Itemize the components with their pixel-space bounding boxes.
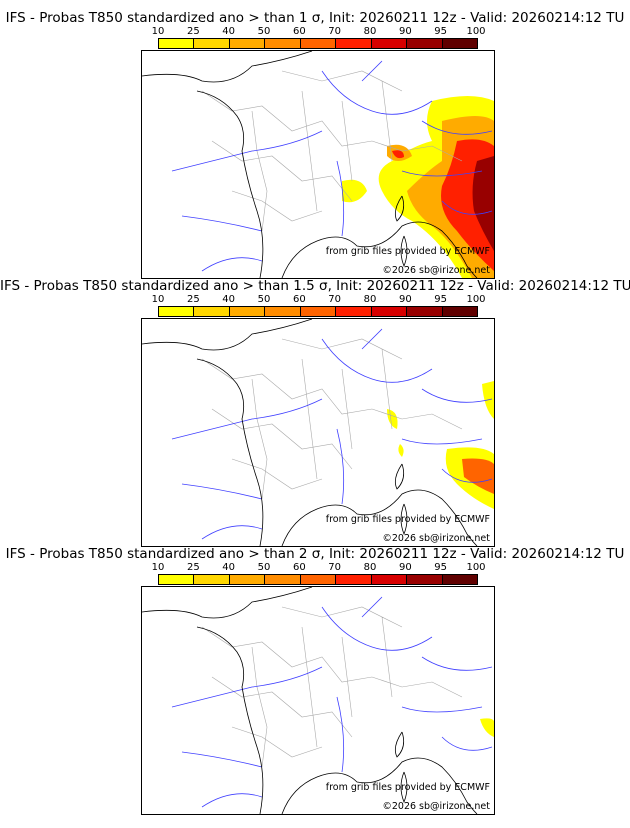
region-borders	[201, 70, 463, 232]
colorbar-tick-label: 50	[257, 562, 271, 573]
probability-areas	[387, 381, 494, 509]
colorbar-segment	[300, 39, 337, 48]
probability-areas	[342, 96, 494, 278]
colorbar-tick-label: 95	[434, 294, 448, 305]
data-source-credit: from grib files provided by ECMWF	[325, 246, 490, 257]
map-drawing	[142, 319, 494, 546]
coastlines	[142, 587, 478, 814]
colorbar-segment	[407, 307, 443, 316]
panel-title: IFS - Probas T850 standardized ano > tha…	[5, 546, 625, 562]
colorbar-tick-label: 40	[222, 294, 236, 305]
colorbar-segment	[265, 39, 301, 48]
probability-map: from grib files provided by ECMWF ©2026 …	[141, 50, 495, 279]
colorbar-segment	[371, 307, 408, 316]
colorbar-segment	[194, 307, 230, 316]
colorbar-tick-label: 90	[398, 562, 412, 573]
colorbar-tick-label: 60	[292, 294, 306, 305]
forecast-panel-1: IFS - Probas T850 standardized ano > tha…	[0, 0, 630, 279]
coastlines	[142, 319, 478, 546]
colorbar-tick-label: 100	[466, 294, 486, 305]
colorbar-tick-label: 80	[363, 26, 377, 37]
colorbar-tick-label: 40	[222, 26, 236, 37]
colorbar	[158, 38, 478, 49]
probability-area	[480, 718, 494, 737]
copyright-credit: ©2026 sb@irizone.net	[382, 801, 490, 812]
colorbar-segment	[229, 307, 266, 316]
colorbar-segment	[194, 39, 230, 48]
forecast-panel-2: IFS - Probas T850 standardized ano > tha…	[0, 268, 630, 547]
colorbar-ticks: 10 25 40 50 60 70 80 90 95 100	[152, 562, 486, 574]
rivers	[171, 328, 493, 540]
colorbar-segment	[407, 39, 443, 48]
colorbar-segment	[300, 575, 337, 584]
colorbar-tick-label: 70	[328, 26, 342, 37]
colorbar-tick-label: 90	[398, 26, 412, 37]
colorbar-tick-label: 95	[434, 562, 448, 573]
colorbar-tick-label: 50	[257, 294, 271, 305]
coastlines	[142, 51, 478, 278]
probability-map: from grib files provided by ECMWF ©2026 …	[141, 318, 495, 547]
colorbar-segment	[407, 575, 443, 584]
colorbar-tick-label: 90	[398, 294, 412, 305]
rivers	[171, 596, 493, 808]
colorbar-segment	[442, 575, 477, 584]
probability-area	[462, 458, 494, 494]
colorbar-segment	[159, 39, 195, 48]
colorbar-tick-label: 95	[434, 26, 448, 37]
colorbar-tick-label: 60	[292, 26, 306, 37]
colorbar-tick-label: 60	[292, 562, 306, 573]
colorbar-tick-label: 80	[363, 294, 377, 305]
probability-area	[387, 381, 494, 509]
colorbar-tick-label: 50	[257, 26, 271, 37]
colorbar-tick-label: 10	[151, 294, 165, 305]
rivers	[171, 60, 493, 272]
forecast-panel-3: IFS - Probas T850 standardized ano > tha…	[0, 536, 630, 815]
colorbar-tick-label: 25	[186, 294, 200, 305]
colorbar-segment	[229, 575, 266, 584]
colorbar-tick-label: 40	[222, 562, 236, 573]
copyright-credit: ©2026 sb@irizone.net	[382, 533, 490, 544]
colorbar-tick-label: 10	[151, 562, 165, 573]
colorbar-segment	[442, 39, 477, 48]
probability-area	[472, 156, 494, 251]
colorbar-segment	[336, 575, 372, 584]
probability-map: from grib files provided by ECMWF ©2026 …	[141, 586, 495, 815]
region-borders	[201, 606, 463, 768]
colorbar-segment	[336, 39, 372, 48]
colorbar-tick-label: 80	[363, 562, 377, 573]
colorbar-segment	[371, 575, 408, 584]
colorbar-segment	[442, 307, 477, 316]
colorbar-segment	[336, 307, 372, 316]
data-source-credit: from grib files provided by ECMWF	[325, 514, 490, 525]
colorbar-segment	[229, 39, 266, 48]
colorbar-segment	[159, 307, 195, 316]
colorbar-tick-label: 100	[466, 26, 486, 37]
colorbar-tick-label: 25	[186, 562, 200, 573]
colorbar	[158, 574, 478, 585]
colorbar-segment	[265, 307, 301, 316]
colorbar-segment	[194, 575, 230, 584]
panel-title: IFS - Probas T850 standardized ano > tha…	[5, 10, 625, 26]
map-drawing	[142, 51, 494, 278]
colorbar-segment	[300, 307, 337, 316]
colorbar	[158, 306, 478, 317]
probability-areas	[480, 718, 494, 737]
map-drawing	[142, 587, 494, 814]
colorbar-ticks: 10 25 40 50 60 70 80 90 95 100	[152, 26, 486, 38]
colorbar-segment	[265, 575, 301, 584]
copyright-credit: ©2026 sb@irizone.net	[382, 265, 490, 276]
colorbar-tick-label: 70	[328, 562, 342, 573]
panel-title: IFS - Probas T850 standardized ano > tha…	[0, 278, 630, 294]
colorbar-tick-label: 70	[328, 294, 342, 305]
colorbar-tick-label: 100	[466, 562, 486, 573]
region-borders	[201, 338, 463, 500]
colorbar-tick-label: 25	[186, 26, 200, 37]
probability-area	[392, 139, 494, 271]
colorbar-segment	[371, 39, 408, 48]
colorbar-tick-label: 10	[151, 26, 165, 37]
data-source-credit: from grib files provided by ECMWF	[325, 782, 490, 793]
colorbar-segment	[159, 575, 195, 584]
colorbar-ticks: 10 25 40 50 60 70 80 90 95 100	[152, 294, 486, 306]
